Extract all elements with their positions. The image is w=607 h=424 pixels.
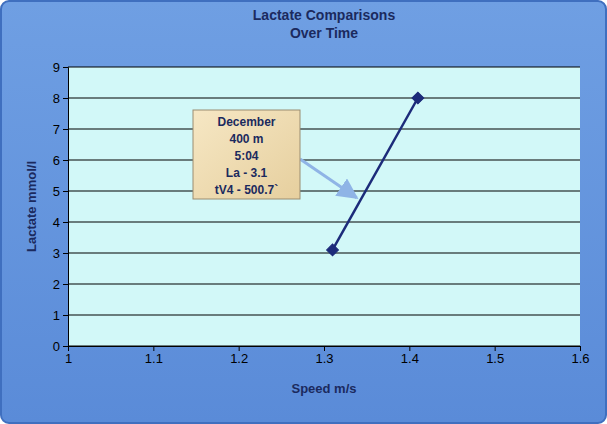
grid-line [68, 67, 580, 68]
tick: 4 [53, 215, 68, 230]
subtitle: Over Time [290, 25, 358, 41]
x-axis: 1 1.1 1.2 1.3 1.4 1.5 1.6 [65, 346, 590, 366]
tick-label: 9 [53, 60, 60, 75]
grid-line [68, 315, 580, 316]
tick-label: 3 [53, 246, 60, 261]
axis-line [63, 68, 69, 347]
tick-mark [63, 129, 68, 130]
tick-label: 4 [53, 215, 60, 230]
x-axis-title: Speed m/s [291, 381, 356, 396]
annotation-text: December [217, 115, 275, 129]
tick: 1 [53, 308, 68, 323]
tick: 1 [65, 346, 72, 366]
tick: 1.1 [145, 346, 163, 366]
tick: 8 [53, 91, 68, 106]
tick-label: 1.2 [230, 351, 248, 366]
grid-line [68, 98, 580, 99]
tick-label: 2 [53, 277, 60, 292]
tick-mark [63, 284, 68, 285]
tick-mark [63, 160, 68, 161]
background [1, 1, 606, 423]
tick-label: 5 [53, 184, 60, 199]
tick-mark [63, 315, 68, 316]
series-line [333, 98, 418, 250]
tick-mark [63, 346, 68, 347]
tick: 5 [53, 184, 68, 199]
annotation-text: 400 m [229, 132, 263, 146]
tick-mark [63, 191, 68, 192]
grid-line [68, 191, 580, 192]
tick: 9 [53, 60, 68, 75]
tick-label: 1.3 [315, 351, 333, 366]
tick: 1.2 [230, 346, 248, 366]
chart: 11.11.21.31.41.51.60123456789Lactate Com… [0, 0, 607, 424]
tick-mark [63, 98, 68, 99]
tick: 1.3 [315, 346, 333, 366]
grid-line [68, 129, 580, 130]
marker [327, 244, 339, 256]
tick: 6 [53, 153, 68, 168]
tick-label: 0 [53, 339, 60, 354]
tick: 7 [53, 122, 68, 137]
tick-label: 6 [53, 153, 60, 168]
annotation-box [193, 110, 300, 199]
tick-mark [63, 67, 68, 68]
marker [412, 92, 424, 104]
tick-label: 1.6 [571, 351, 589, 366]
tick: 1.6 [571, 346, 589, 366]
tick-label: 1 [65, 351, 72, 366]
grid-line [68, 222, 580, 223]
grid-line [68, 253, 580, 254]
tick-label: 1.4 [401, 351, 419, 366]
tick: 3 [53, 246, 68, 261]
tick-mark [63, 222, 68, 223]
series-group [327, 92, 424, 256]
annotation-text: 5:04 [234, 149, 258, 163]
annotation-text: tV4 - 500.7` [215, 183, 278, 197]
tick: 2 [53, 277, 68, 292]
tick: 1.5 [486, 346, 504, 366]
title: Lactate Comparisons [253, 7, 396, 23]
plot-area [68, 67, 580, 346]
y-axis: 0 1 2 3 4 5 6 7 8 9 [53, 60, 69, 354]
tick-label: 1.1 [145, 351, 163, 366]
tick-label: 1.5 [486, 351, 504, 366]
tick-label: 8 [53, 91, 60, 106]
tick-label: 1 [53, 308, 60, 323]
grid-line [68, 284, 580, 285]
annotation-text: La - 3.1 [226, 166, 268, 180]
tick-label: 7 [53, 122, 60, 137]
tick: 1.4 [401, 346, 419, 366]
tick: 0 [53, 339, 68, 354]
tick-mark [63, 253, 68, 254]
grid-line [68, 160, 580, 161]
annotation-arrow [300, 159, 357, 198]
y-axis-title: Lactate mmol/l [24, 161, 39, 252]
